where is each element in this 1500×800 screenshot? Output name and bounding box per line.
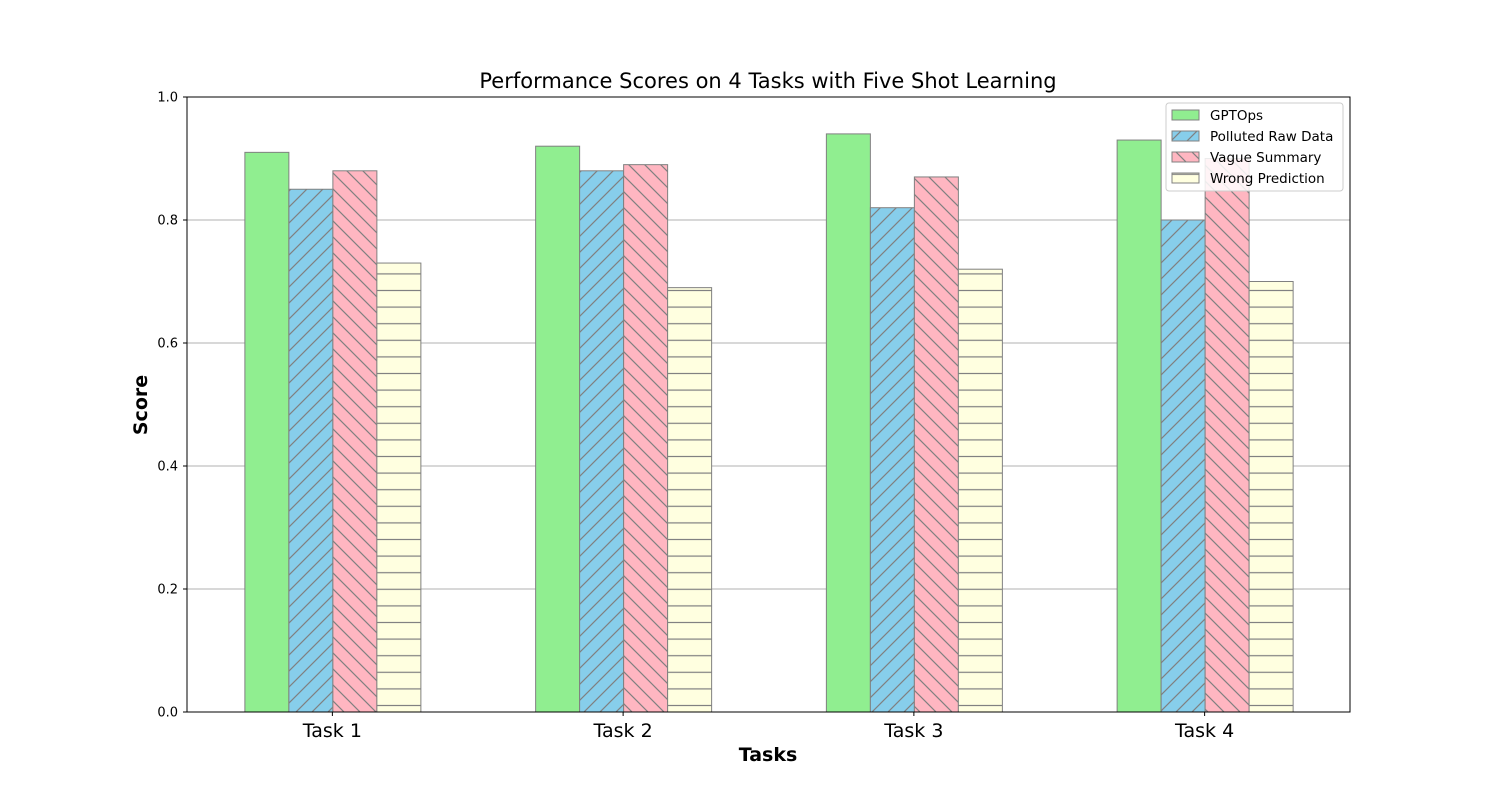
bars xyxy=(244,133,1294,713)
legend-box xyxy=(1165,102,1344,192)
y-axis-label: Score xyxy=(130,375,152,435)
y-tick-label-4: 0.8 xyxy=(157,214,178,229)
y-tick-label-0: 0.0 xyxy=(157,706,178,721)
bar-wrong-prediction-task-3 xyxy=(957,268,1003,713)
bar-gptops-task-2 xyxy=(535,145,581,713)
bar-gptops-task-4 xyxy=(1116,139,1162,713)
x-tick-label-task-1: Task 1 xyxy=(302,720,362,742)
legend-label-polluted-raw-data: Polluted Raw Data xyxy=(1210,129,1333,145)
axes: 0.0 0.2 0.4 0.6 0.8 1.0 Task 1 Task 2 Task 3 Task… xyxy=(157,91,1351,742)
y-tick-label-2: 0.4 xyxy=(157,460,178,475)
x-axis-label: Tasks xyxy=(739,744,798,766)
legend-swatch-wrong-prediction xyxy=(1171,172,1200,184)
legend-swatch-vague-summary xyxy=(1171,151,1200,163)
bar-vague-summary-task-2 xyxy=(623,164,669,713)
legend-label-gptops: GPTOps xyxy=(1210,108,1263,124)
x-tick-label-task-2: Task 2 xyxy=(593,720,653,742)
x-tick-label-task-4: Task 4 xyxy=(1174,720,1234,742)
bar-gptops-task-1 xyxy=(244,151,290,713)
legend-label-vague-summary: Vague Summary xyxy=(1210,150,1321,166)
bar-wrong-prediction-task-1 xyxy=(376,262,422,713)
bar-wrong-prediction-task-2 xyxy=(667,287,713,713)
legend: GPTOps Polluted Raw Data Vague Summary Wron… xyxy=(1165,102,1344,192)
bar-vague-summary-task-4 xyxy=(1204,158,1250,713)
plot-frame xyxy=(186,96,1351,713)
legend-swatch-polluted-raw-data xyxy=(1171,130,1200,142)
y-tick-label-5: 1.0 xyxy=(157,91,178,106)
bar-vague-summary-task-3 xyxy=(913,176,959,713)
legend-swatch-gptops xyxy=(1171,109,1200,121)
bar-gptops-task-3 xyxy=(825,133,871,713)
legend-label-wrong-prediction: Wrong Prediction xyxy=(1210,171,1325,187)
y-tick-label-1: 0.2 xyxy=(157,583,178,598)
x-tick-label-task-3: Task 3 xyxy=(883,720,943,742)
chart-title: Performance Scores on 4 Tasks with Five … xyxy=(479,69,1056,93)
bar-polluted-raw-data-task-3 xyxy=(869,207,915,713)
bar-polluted-raw-data-task-2 xyxy=(579,170,625,713)
y-tick-label-3: 0.6 xyxy=(157,337,178,352)
bar-wrong-prediction-task-4 xyxy=(1248,281,1294,713)
bar-vague-summary-task-1 xyxy=(332,170,378,713)
bar-polluted-raw-data-task-4 xyxy=(1160,219,1206,713)
bar-polluted-raw-data-task-1 xyxy=(288,188,334,713)
